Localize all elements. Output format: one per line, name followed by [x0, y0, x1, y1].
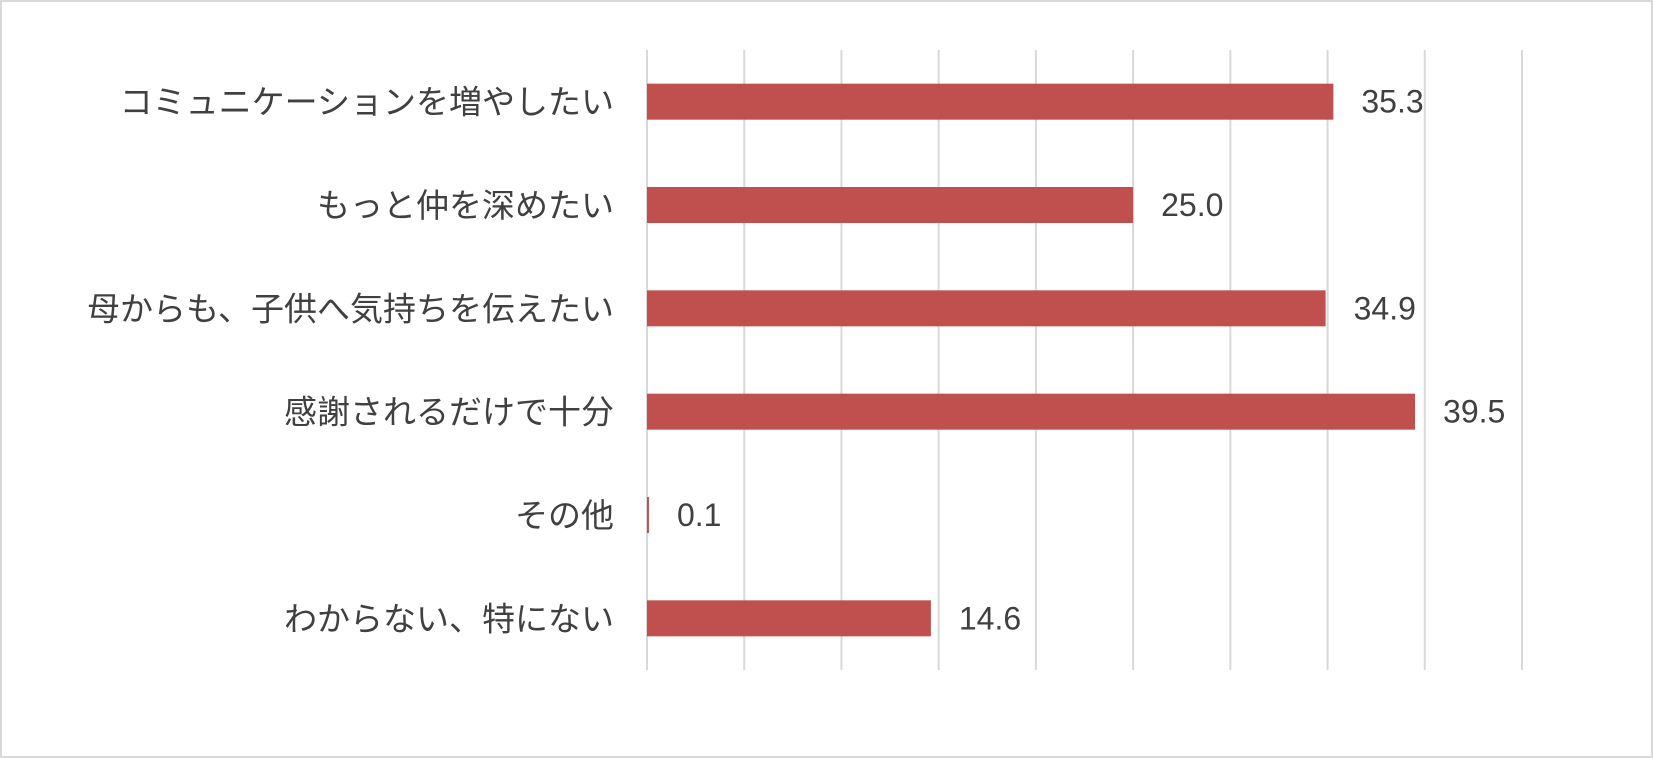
category-label: その他: [515, 496, 614, 535]
data-label: 35.3: [1361, 84, 1423, 120]
bar: [647, 393, 1416, 430]
category-label: もっと仲を深めたい: [317, 186, 614, 225]
bar: [647, 600, 931, 637]
category-label: 母からも、子供へ気持ちを伝えたい: [87, 289, 614, 328]
bar: [647, 83, 1334, 120]
data-label: 25.0: [1161, 187, 1223, 223]
category-labels: コミュニケーションを増やしたいもっと仲を深めたい母からも、子供へ気持ちを伝えたい…: [87, 83, 614, 639]
bar: [647, 497, 649, 533]
data-label: 0.1: [677, 497, 721, 533]
data-label: 39.5: [1443, 394, 1505, 430]
bar: [647, 290, 1326, 327]
gridlines: [646, 50, 1523, 670]
bar: [647, 187, 1134, 223]
data-label: 14.6: [959, 600, 1021, 636]
category-label: 感謝されるだけで十分: [284, 393, 614, 432]
category-label: コミュニケーションを増やしたい: [120, 83, 614, 122]
data-label: 34.9: [1354, 290, 1416, 326]
bars: [647, 83, 1416, 637]
value-labels: 35.3 25.0 34.9 39.5 0.1 14.6: [677, 84, 1505, 637]
category-label: わからない、特にない: [284, 599, 614, 638]
